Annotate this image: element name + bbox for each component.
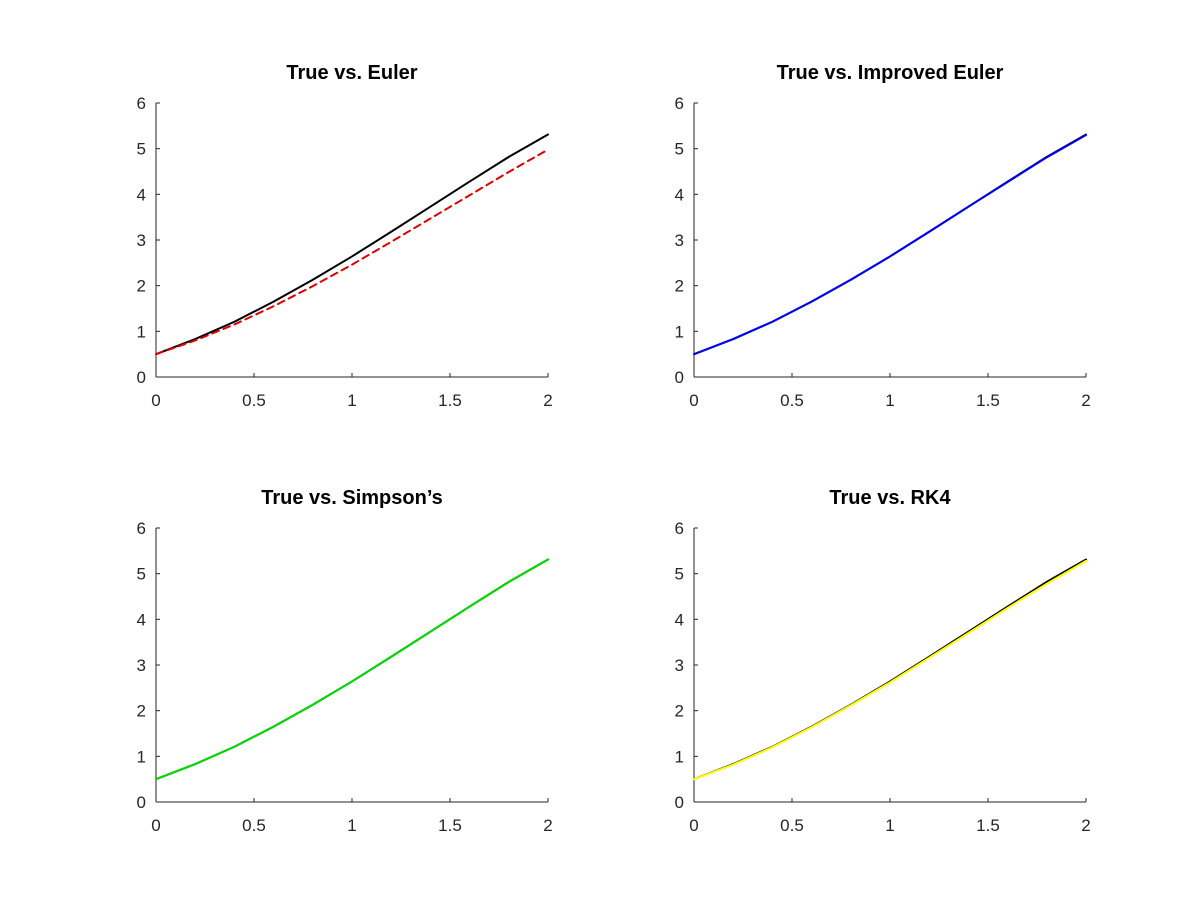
y-tick-label: 4: [675, 610, 684, 629]
series-line-1: [155, 558, 549, 781]
x-tick-label: 2: [543, 816, 552, 835]
series-line-2: [693, 559, 1087, 781]
chart-panel-1: True vs. Euler 0 0.5 1 1.5 2 0 1 2 3 4 5 6: [137, 62, 553, 410]
y-tick-label: 6: [675, 94, 684, 113]
x-tick-label: 2: [1081, 816, 1090, 835]
y-tick-label: 2: [675, 702, 684, 721]
y-tick-label: 0: [675, 793, 684, 812]
x-tick-label: 0: [689, 816, 698, 835]
x-tick-label: 0.5: [242, 391, 266, 410]
x-tick-label: 0.5: [780, 816, 804, 835]
y-tick-label: 1: [137, 322, 146, 341]
x-tick-label: 1.5: [976, 816, 1000, 835]
x-tick-label: 1: [347, 816, 356, 835]
y-tick-label: 0: [137, 793, 146, 812]
x-tick-label: 1: [347, 391, 356, 410]
y-tick-label: 0: [675, 368, 684, 387]
series-line-2: [693, 133, 1087, 356]
y-tick-label: 6: [137, 519, 146, 538]
y-tick-label: 5: [137, 565, 146, 584]
chart-panel-4: True vs. RK4 0 0.5 1 1.5 2 0 1 2 3 4 5 6: [675, 487, 1091, 835]
x-tick-label: 0.5: [242, 816, 266, 835]
y-tick-label: 3: [675, 231, 684, 250]
y-tick-label: 2: [675, 277, 684, 296]
y-tick-label: 3: [137, 656, 146, 675]
y-tick-label: 3: [675, 656, 684, 675]
chart-title: True vs. Euler: [286, 62, 417, 84]
chart-title: True vs. Simpson’s: [261, 487, 443, 509]
y-tick-label: 4: [137, 610, 146, 629]
x-tick-label: 0: [151, 816, 160, 835]
y-tick-label: 4: [137, 185, 146, 204]
y-tick-label: 1: [675, 322, 684, 341]
x-tick-label: 1: [885, 816, 894, 835]
x-tick-label: 0: [689, 391, 698, 410]
y-tick-label: 6: [137, 94, 146, 113]
series-line-1: [693, 133, 1087, 356]
x-tick-label: 1: [885, 391, 894, 410]
y-tick-label: 1: [137, 747, 146, 766]
y-tick-label: 4: [675, 185, 684, 204]
y-tick-label: 5: [675, 140, 684, 159]
y-tick-label: 5: [137, 140, 146, 159]
chart-title: True vs. Improved Euler: [777, 62, 1004, 84]
y-tick-label: 0: [137, 368, 146, 387]
series-line-1: [155, 133, 549, 356]
x-tick-label: 2: [1081, 391, 1090, 410]
x-tick-label: 0.5: [780, 391, 804, 410]
y-tick-label: 6: [675, 519, 684, 538]
x-tick-label: 1.5: [438, 391, 462, 410]
x-tick-label: 1.5: [976, 391, 1000, 410]
series-line-2: [155, 558, 549, 781]
y-tick-label: 2: [137, 277, 146, 296]
chart-panel-3: True vs. Simpson’s 0 0.5 1 1.5 2 0 1 2 3 4 5 6: [137, 487, 553, 835]
series-line-1: [693, 558, 1087, 781]
x-tick-label: 1.5: [438, 816, 462, 835]
x-tick-label: 0: [151, 391, 160, 410]
y-tick-label: 5: [675, 565, 684, 584]
chart-panel-2: True vs. Improved Euler 0 0.5 1 1.5 2 0 1 2 3 4 5 6: [675, 62, 1091, 410]
y-tick-label: 1: [675, 747, 684, 766]
y-tick-label: 2: [137, 702, 146, 721]
y-tick-label: 3: [137, 231, 146, 250]
series-line-2: [155, 148, 549, 356]
chart-title: True vs. RK4: [829, 487, 951, 509]
x-tick-label: 2: [543, 391, 552, 410]
